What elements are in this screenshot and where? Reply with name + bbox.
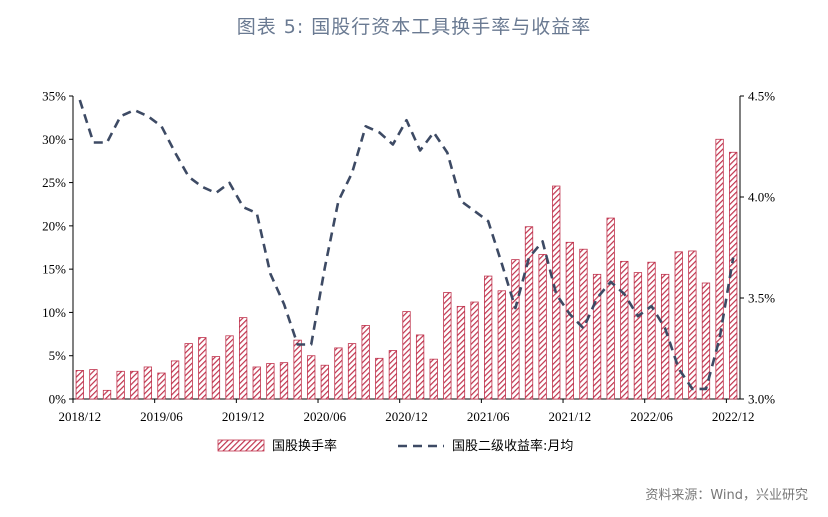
turnover-bar bbox=[307, 355, 316, 400]
turnover-bar bbox=[375, 357, 384, 400]
legend-swatch-turnover bbox=[217, 439, 265, 452]
turnover-bar bbox=[211, 356, 221, 400]
turnover-bar bbox=[701, 282, 711, 400]
turnover-bar bbox=[279, 362, 289, 400]
turnover-bar bbox=[130, 370, 139, 400]
turnover-bar bbox=[647, 261, 656, 400]
x-axis-tick-label: 2022/06 bbox=[630, 409, 673, 424]
left-axis-tick-label: 15% bbox=[42, 262, 66, 277]
turnover-bar bbox=[225, 335, 234, 400]
turnover-bar bbox=[565, 241, 574, 400]
x-axis-tick-label: 2021/06 bbox=[467, 409, 510, 424]
left-axis-tick-label: 5% bbox=[49, 348, 67, 363]
source-note: 资料来源：Wind，兴业研究 bbox=[645, 488, 808, 503]
legend-label-turnover: 国股换手率 bbox=[272, 438, 337, 454]
turnover-bar bbox=[388, 350, 398, 400]
turnover-bar bbox=[266, 363, 275, 400]
turnover-bar bbox=[75, 370, 84, 400]
turnover-bar bbox=[198, 337, 207, 400]
x-axis-tick-label: 2020/06 bbox=[304, 409, 347, 424]
turnover-bar bbox=[715, 138, 724, 400]
turnover-bar bbox=[470, 301, 479, 400]
left-axis-tick-label: 35% bbox=[42, 89, 66, 104]
x-axis-tick-label: 2019/06 bbox=[140, 409, 183, 424]
turnover-bar bbox=[239, 317, 248, 400]
x-axis-tick-label: 2021/12 bbox=[549, 409, 592, 424]
turnover-bar bbox=[347, 343, 357, 400]
legend-label-yield: 国股二级收益率:月均 bbox=[452, 438, 573, 454]
turnover-bar bbox=[633, 272, 643, 400]
right-axis-tick-label: 4.0% bbox=[748, 190, 775, 205]
turnover-bar bbox=[89, 369, 98, 400]
x-axis-tick-label: 2022/12 bbox=[712, 409, 755, 424]
turnover-bar bbox=[497, 290, 506, 400]
turnover-bar bbox=[524, 226, 534, 400]
right-axis-tick-label: 4.5% bbox=[748, 89, 775, 104]
turnover-bar bbox=[620, 260, 629, 400]
turnover-bar bbox=[252, 366, 261, 400]
turnover-bar bbox=[184, 343, 193, 400]
turnover-bar bbox=[606, 217, 615, 400]
turnover-bar bbox=[456, 305, 466, 400]
turnover-bar bbox=[361, 325, 370, 400]
turnover-bar bbox=[511, 259, 520, 400]
turnover-bar bbox=[429, 358, 438, 400]
turnover-bar bbox=[320, 364, 329, 400]
left-axis-tick-label: 10% bbox=[42, 305, 66, 320]
x-axis-tick-label: 2018/12 bbox=[58, 409, 101, 424]
turnover-bar bbox=[688, 250, 697, 400]
turnover-bar bbox=[592, 273, 602, 400]
turnover-bar bbox=[143, 366, 153, 400]
turnover-bar bbox=[293, 339, 302, 400]
turnover-bar bbox=[157, 372, 166, 400]
x-axis-tick-label: 2019/12 bbox=[222, 409, 265, 424]
left-axis-tick-label: 20% bbox=[42, 218, 66, 233]
right-axis-tick-label: 3.0% bbox=[748, 392, 775, 407]
turnover-bar bbox=[402, 311, 411, 400]
turnover-bar bbox=[334, 347, 343, 400]
turnover-bar bbox=[660, 273, 670, 400]
chart-title: 图表 5: 国股行资本工具换手率与收益率 bbox=[236, 16, 592, 38]
left-axis-tick-label: 30% bbox=[42, 132, 66, 147]
right-axis-tick-label: 3.5% bbox=[748, 291, 775, 306]
turnover-bar bbox=[415, 334, 425, 400]
turnover-bar bbox=[102, 389, 112, 400]
left-axis-tick-label: 0% bbox=[49, 392, 67, 407]
turnover-bar bbox=[116, 370, 125, 400]
x-axis-tick-label: 2020/12 bbox=[385, 409, 428, 424]
turnover-bar bbox=[443, 292, 452, 400]
turnover-bar bbox=[170, 360, 180, 400]
turnover-bar bbox=[484, 275, 493, 400]
left-axis-tick-label: 25% bbox=[42, 175, 66, 190]
yield-line bbox=[78, 99, 735, 391]
turnover-bar bbox=[538, 254, 547, 400]
turnover-bar bbox=[674, 251, 683, 400]
